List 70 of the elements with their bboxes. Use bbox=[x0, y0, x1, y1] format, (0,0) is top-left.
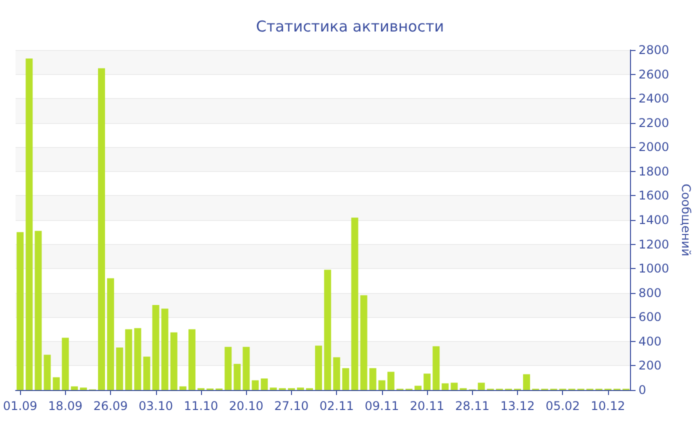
x-tick-label: 27.10 bbox=[274, 399, 309, 413]
bar bbox=[387, 372, 394, 390]
bar bbox=[360, 295, 368, 390]
y-tick-label: 1400 bbox=[638, 213, 670, 227]
y-tick-label: 2600 bbox=[638, 67, 670, 82]
bar bbox=[234, 364, 241, 390]
x-tick-label: 13.12 bbox=[500, 399, 535, 413]
y-tick-label: 2400 bbox=[638, 92, 670, 106]
bar bbox=[315, 346, 322, 390]
y-tick-label: 200 bbox=[638, 358, 662, 373]
bar bbox=[125, 329, 132, 390]
bar bbox=[161, 308, 168, 390]
bar bbox=[98, 68, 106, 390]
bar bbox=[70, 386, 78, 390]
y-tick-label: 0 bbox=[638, 383, 646, 397]
y-tick-label: 2200 bbox=[638, 116, 670, 130]
bar bbox=[369, 368, 376, 390]
y-tick-label: 1200 bbox=[638, 237, 670, 252]
bar bbox=[52, 377, 60, 390]
bar bbox=[478, 382, 485, 390]
bar bbox=[143, 356, 150, 390]
x-tick-label: 26.09 bbox=[93, 399, 128, 413]
bar bbox=[107, 278, 114, 390]
x-tick-label: 20.11 bbox=[410, 399, 444, 413]
x-tick-label: 11.10 bbox=[184, 399, 218, 413]
bar bbox=[16, 232, 24, 390]
x-tick-label: 09.11 bbox=[364, 399, 400, 413]
bar bbox=[44, 354, 51, 390]
x-tick-label: 03.10 bbox=[138, 399, 173, 413]
y-tick-label: 1600 bbox=[638, 188, 670, 203]
bar bbox=[424, 374, 431, 390]
bar bbox=[414, 386, 422, 390]
y-tick-label: 2000 bbox=[638, 140, 670, 154]
bar bbox=[34, 230, 42, 390]
y-axis-title: Сообщений bbox=[679, 184, 693, 256]
bar bbox=[170, 332, 178, 390]
bar bbox=[260, 378, 268, 390]
x-tick-label: 20.10 bbox=[229, 399, 264, 413]
bar bbox=[450, 382, 458, 390]
y-tick-label: 2800 bbox=[638, 43, 670, 57]
bar bbox=[442, 383, 449, 390]
y-tick-label: 800 bbox=[638, 286, 662, 300]
bar bbox=[26, 58, 33, 390]
x-tick-label: 01.09 bbox=[2, 399, 38, 413]
bar bbox=[378, 380, 386, 390]
bar bbox=[523, 374, 530, 390]
bar bbox=[252, 380, 259, 390]
bar bbox=[242, 346, 250, 390]
bar bbox=[188, 329, 196, 390]
bar bbox=[134, 328, 142, 390]
bar bbox=[116, 348, 124, 390]
y-tick-label: 400 bbox=[638, 334, 662, 348]
y-tick-label: 600 bbox=[638, 310, 662, 324]
bar bbox=[324, 270, 332, 390]
y-tick-label: 1000 bbox=[638, 262, 670, 276]
x-tick-label: 28.11 bbox=[455, 399, 490, 413]
bar bbox=[179, 386, 186, 390]
bar bbox=[224, 346, 232, 390]
bar bbox=[333, 357, 340, 390]
y-tick-label: 1800 bbox=[638, 164, 670, 178]
bar bbox=[432, 346, 440, 390]
bar bbox=[351, 218, 358, 390]
chart-title: Статистика активности bbox=[256, 18, 444, 36]
bar bbox=[342, 368, 350, 390]
bar bbox=[152, 305, 160, 390]
x-tick-label: 18.09 bbox=[48, 399, 83, 413]
x-tick-label: 10.12 bbox=[590, 399, 626, 413]
x-tick-label: 02.11 bbox=[319, 399, 354, 413]
bar bbox=[62, 338, 69, 390]
x-tick-label: 05.02 bbox=[546, 399, 580, 413]
